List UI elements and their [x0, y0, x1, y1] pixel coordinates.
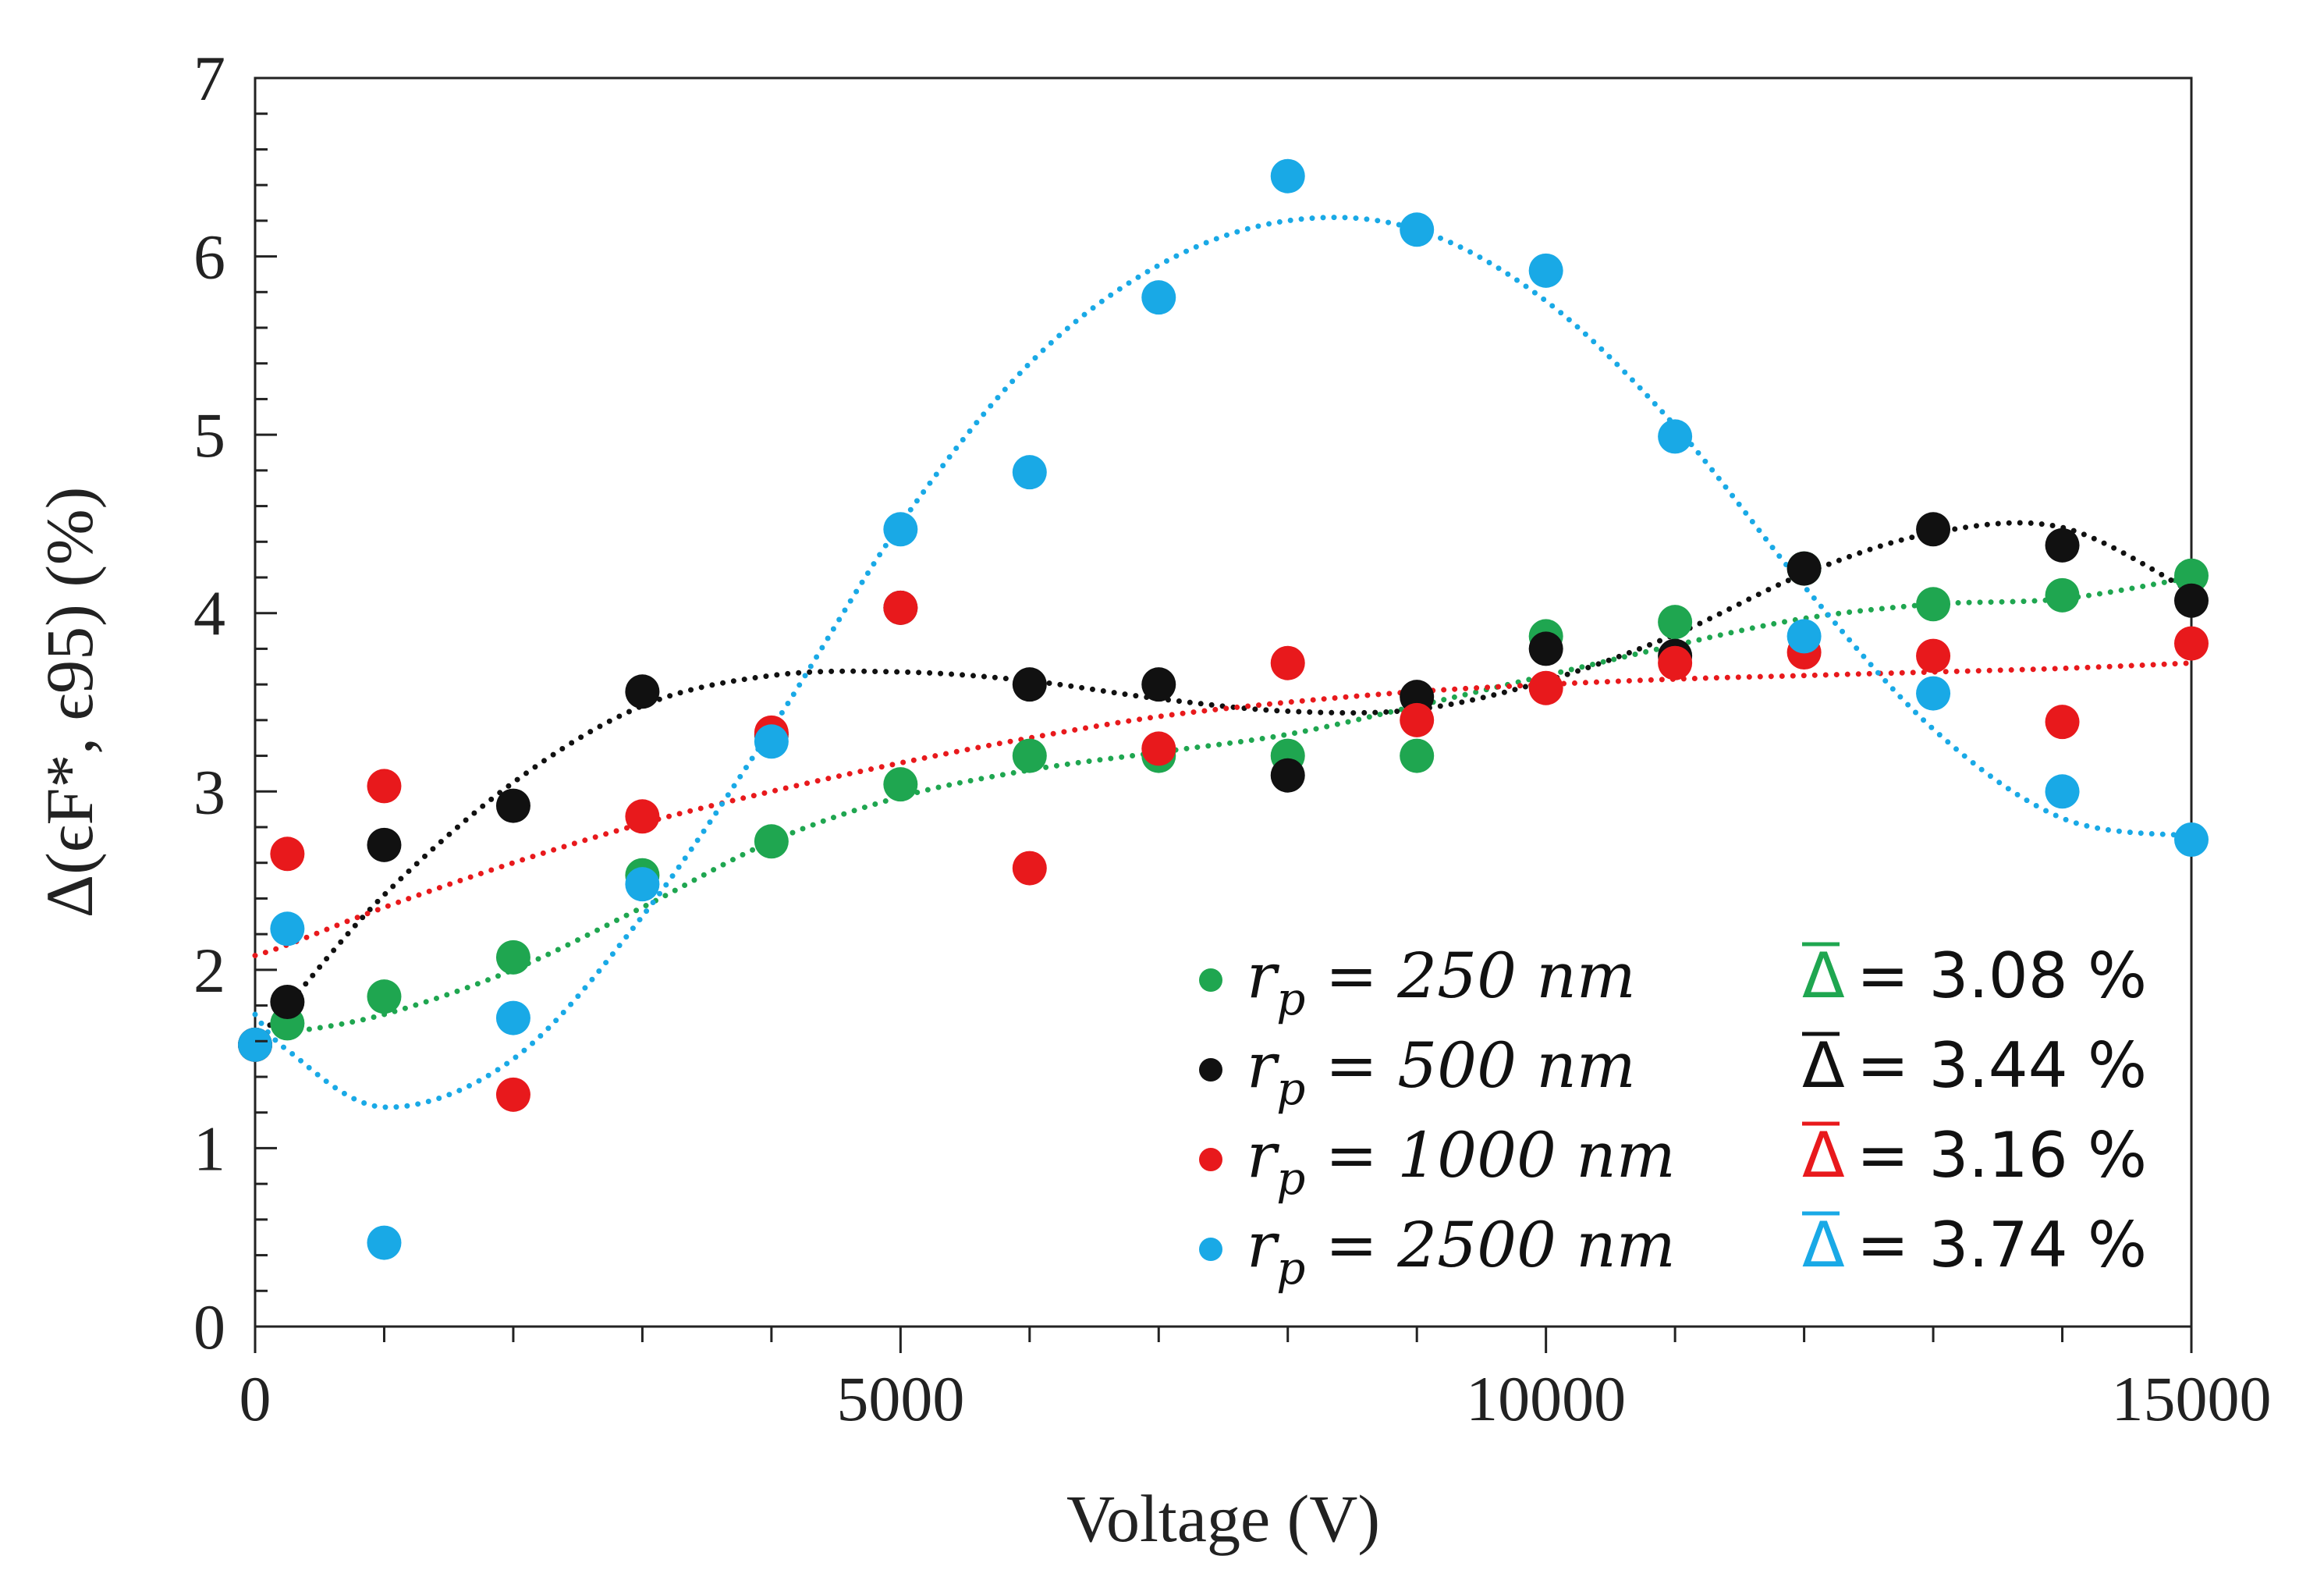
data-point [625, 674, 660, 709]
x-tick-label: 15000 [2112, 1363, 2272, 1434]
data-point [2174, 558, 2209, 593]
mean-value: = 3.16 % [1857, 1119, 2147, 1192]
data-point [238, 1027, 272, 1062]
data-point [1528, 631, 1563, 666]
data-point [1658, 419, 1693, 454]
mean-delta-symbol: Δ [1802, 1119, 1845, 1192]
data-point [1270, 645, 1305, 680]
data-point [883, 767, 918, 802]
data-point [270, 985, 305, 1019]
data-point [1012, 738, 1047, 773]
y-tick-label: 1 [193, 1113, 225, 1184]
data-point [270, 911, 305, 947]
y-axis-title: Δ(ϵF*, ϵ95) (%) [32, 487, 107, 918]
data-point [1916, 587, 1951, 622]
data-point [2045, 527, 2080, 563]
x-tick-label: 10000 [1466, 1363, 1626, 1434]
y-tick-label: 4 [193, 578, 225, 649]
data-point [754, 724, 789, 759]
data-point [883, 512, 918, 547]
mean-delta-symbol: Δ [1802, 940, 1845, 1012]
plot-border [254, 76, 2193, 1328]
data-point [2174, 822, 2209, 857]
data-point [1786, 551, 1822, 586]
data-point [1400, 212, 1435, 247]
data-point [1916, 512, 1951, 547]
plot-area [254, 76, 2193, 1328]
data-point [495, 1077, 530, 1112]
y-tick-label: 6 [193, 222, 225, 293]
data-point [1400, 702, 1435, 737]
data-point [367, 769, 402, 804]
data-point [2045, 774, 2080, 809]
data-point [2174, 626, 2209, 661]
legend-marker [1199, 1148, 1222, 1171]
legend-label: rp = 1000 nm [1247, 1119, 1676, 1205]
legend-label: rp = 500 nm [1247, 1029, 1636, 1115]
data-point [1658, 605, 1693, 640]
data-point [495, 1000, 530, 1035]
y-tick-label: 2 [193, 935, 225, 1006]
data-point [1141, 731, 1176, 766]
axes: 0 1 2 3 4 5 6 7 0 5000 10000 15000 Voltage (V) Δ(ϵF*,… [32, 43, 2272, 1556]
data-point [2045, 705, 2080, 740]
mean-value: = 3.08 % [1857, 940, 2147, 1012]
data-point [1916, 676, 1951, 711]
trendline-rp-=-2500-nm [252, 215, 2194, 1110]
data-point [1270, 158, 1305, 194]
data-point [1012, 455, 1047, 490]
data-point [883, 590, 918, 625]
mean-delta-symbol: Δ [1802, 1029, 1845, 1102]
legend-label: rp = 250 nm [1247, 940, 1636, 1025]
data-point [1012, 667, 1047, 702]
y-tick-label: 0 [193, 1291, 225, 1362]
data-point [270, 837, 305, 872]
data-points [238, 158, 2209, 1260]
legend-marker [1199, 1238, 1222, 1261]
data-point [495, 788, 530, 823]
data-point [367, 979, 402, 1014]
legend-marker [1199, 968, 1222, 992]
legend-marker [1199, 1058, 1222, 1082]
data-point [1528, 253, 1563, 288]
data-point [495, 940, 530, 975]
mean-value: = 3.74 % [1857, 1209, 2147, 1281]
mean-value: = 3.44 % [1857, 1029, 2147, 1102]
data-point [1528, 670, 1563, 705]
data-point [1141, 667, 1176, 702]
trendline-rp-=-1000-nm [252, 660, 2194, 959]
data-point [1916, 638, 1951, 673]
x-tick-label: 5000 [836, 1363, 964, 1434]
data-point [1786, 619, 1822, 654]
x-tick-label: 0 [239, 1363, 271, 1434]
data-point [754, 824, 789, 859]
data-point [367, 827, 402, 862]
data-point [1658, 645, 1693, 680]
data-point [625, 799, 660, 834]
mean-delta-symbol: Δ [1802, 1209, 1845, 1281]
y-tick-label: 5 [193, 400, 225, 471]
data-point [2174, 583, 2209, 618]
data-point [625, 867, 660, 902]
data-point [1400, 738, 1435, 773]
trendline-rp-=-500-nm [252, 520, 2194, 1044]
y-tick-label: 7 [193, 43, 225, 114]
legend-label: rp = 2500 nm [1247, 1209, 1676, 1295]
data-point [1270, 758, 1305, 793]
data-point [1012, 851, 1047, 886]
y-tick-label: 3 [193, 756, 225, 827]
x-axis-title: Voltage (V) [1066, 1481, 1380, 1556]
data-point [2045, 577, 2080, 613]
data-point [367, 1225, 402, 1260]
legend: rp = 250 nm Δ = 3.08 %rp = 500 nm Δ = 3.44 %… [1199, 940, 2147, 1295]
data-point [1141, 280, 1176, 315]
